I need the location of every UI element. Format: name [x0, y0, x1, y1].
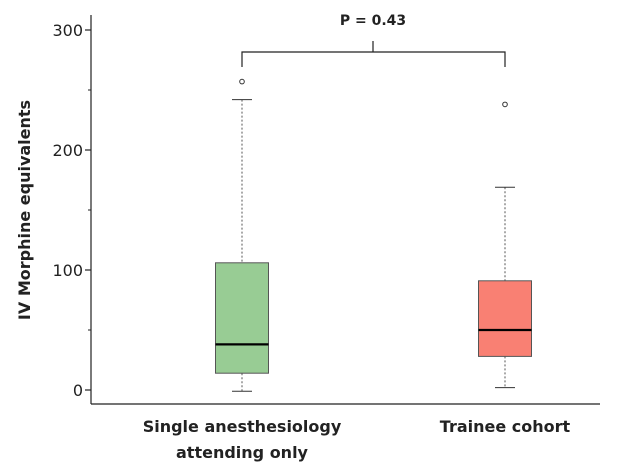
- y-tick-label: 200: [52, 141, 83, 160]
- outlier-point: [239, 78, 245, 85]
- outlier-point: [502, 101, 508, 108]
- category-label: Trainee cohort: [440, 417, 571, 436]
- significance-bracket: [241, 41, 506, 67]
- box-group-1: Single anesthesiology attending only: [143, 78, 342, 462]
- y-tick-label: 0: [73, 381, 83, 400]
- box-group-2: Trainee cohort: [440, 101, 571, 436]
- y-axis-label: IV Morphine equivalents: [15, 100, 34, 320]
- p-value-annotation: P = 0.43: [340, 13, 406, 29]
- y-tick-label: 300: [52, 21, 83, 40]
- iqr-box: [215, 262, 269, 374]
- y-tick-label: 100: [52, 261, 83, 280]
- category-label: attending only: [176, 443, 309, 462]
- category-label: Single anesthesiology: [143, 417, 342, 436]
- iqr-box: [478, 280, 532, 357]
